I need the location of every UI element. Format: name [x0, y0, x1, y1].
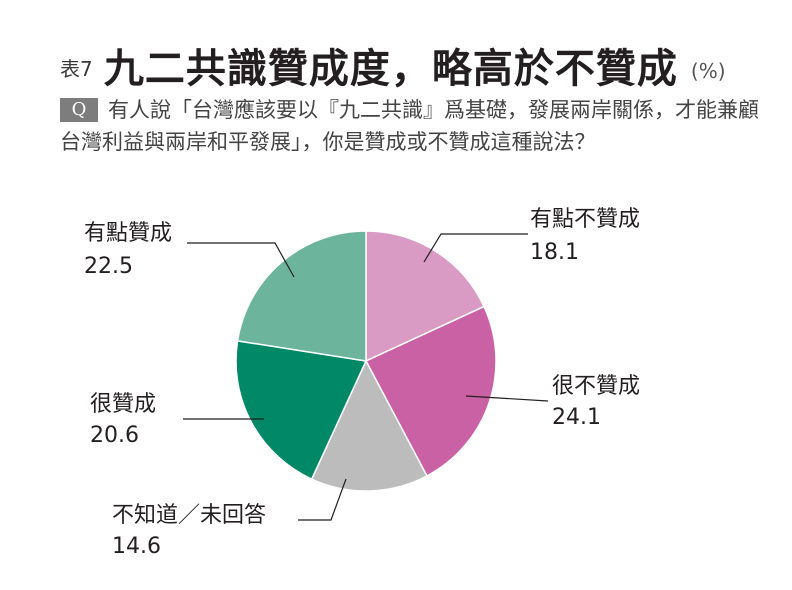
slice-value-2: 24.1 — [552, 405, 601, 430]
pie-slices — [235, 230, 497, 492]
pie-labels: 有點不贊成 18.1 很不贊成 24.1 不知道／未回答 14.6 很贊成 20.6 有點贊成 2… — [84, 207, 640, 559]
slice-label-5: 有點贊成 — [84, 221, 172, 246]
slice-value-3: 14.6 — [112, 534, 161, 559]
pie-slice-4 — [235, 339, 368, 481]
title-row: 表7 九二共識贊成度，略高於不贊成 (%) — [60, 36, 726, 94]
survey-question: Q 有人說「台灣應該要以『九二共識』爲基礎，發展兩岸關係，才能兼顧台灣利益與兩岸和… — [60, 94, 760, 158]
chart-title: 九二共識贊成度，略高於不贊成 — [103, 46, 678, 92]
question-text: 有人說「台灣應該要以『九二共識』爲基礎，發展兩岸關係，才能兼顧台灣利益與兩岸和平… — [60, 98, 759, 154]
slice-value-1: 18.1 — [530, 240, 579, 265]
leader-line-2 — [465, 395, 549, 402]
slice-label-4: 很贊成 — [90, 392, 156, 417]
pie-slice-1 — [365, 230, 486, 363]
pie-slice-3 — [310, 359, 428, 492]
slice-value-4: 20.6 — [90, 423, 139, 448]
slice-label-3: 不知道／未回答 — [112, 503, 266, 528]
leader-line-5 — [187, 242, 295, 278]
question-badge: Q — [60, 98, 98, 122]
slice-label-2: 很不贊成 — [552, 374, 640, 399]
leader-line-3 — [298, 478, 347, 521]
pie-slice-2 — [364, 305, 497, 477]
slice-label-1: 有點不贊成 — [530, 207, 640, 232]
pie-slice-5 — [236, 230, 367, 362]
unit-label: (%) — [690, 59, 726, 83]
leader-line-1 — [423, 233, 528, 263]
slice-value-5: 22.5 — [84, 254, 133, 279]
table-number: 表7 — [60, 57, 93, 81]
